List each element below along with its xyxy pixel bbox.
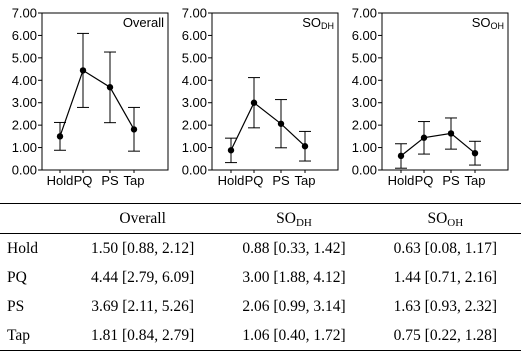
chart-panel: 0.00 1.00 2.00 3.00 4.00 5.00 6.00 7.00 Hold PQ PS… xyxy=(182,6,339,188)
header-subscript: OH xyxy=(447,216,464,229)
panel-title-main: SO xyxy=(472,15,491,30)
x-tick-label: Hold xyxy=(218,173,245,188)
y-tick-label: 4.00 xyxy=(12,73,37,88)
series-line xyxy=(400,132,476,157)
data-point xyxy=(130,126,138,133)
table-header-so-oh: SOOH xyxy=(370,204,521,234)
table-corner-cell xyxy=(0,204,67,234)
table-cell: 3.00 [1.88, 4.12] xyxy=(242,268,346,286)
data-point xyxy=(106,84,114,91)
table-cell: 0.63 [0.08, 1.17] xyxy=(393,239,497,257)
table-row: PS 3.69 [2.11, 5.26] 2.06 [0.99, 3.14] 1… xyxy=(0,292,521,321)
header-main: SO xyxy=(427,209,448,227)
results-table: Overall SODH SOOH Hold 1.50 [0.88, 2.12]… xyxy=(0,203,521,351)
table-header-overall: Overall xyxy=(67,204,218,234)
table-header-so-dh: SODH xyxy=(218,204,369,234)
table-cell: 1.06 [0.40, 1.72] xyxy=(242,326,346,344)
data-point xyxy=(250,99,258,106)
table-cell: 1.44 [0.71, 2.16] xyxy=(393,268,497,286)
panel-title: Overall xyxy=(123,15,164,30)
y-tick-label: 1.00 xyxy=(352,140,377,155)
data-point xyxy=(471,149,479,157)
table-cell: 1.81 [0.84, 2.79] xyxy=(91,326,195,344)
y-tick-label: 7.00 xyxy=(352,6,377,21)
panel-title: SOOH xyxy=(472,15,504,31)
plot-frame xyxy=(381,12,509,171)
y-tick-label: 1.00 xyxy=(182,140,207,155)
panel-title-main: Overall xyxy=(123,15,164,30)
x-tick-label: Hold xyxy=(47,173,74,188)
y-tick-label: 7.00 xyxy=(12,6,37,21)
x-tick-label: Tap xyxy=(124,173,145,188)
y-tick-label: 7.00 xyxy=(182,6,207,21)
table-cell: 3.69 [2.11, 5.26] xyxy=(91,297,195,315)
panel-title: SODH xyxy=(302,15,334,31)
series-line xyxy=(59,69,135,137)
table-cell: 4.44 [2.79, 6.09] xyxy=(91,268,195,286)
y-tick-label: 3.00 xyxy=(182,95,207,110)
header-subscript: DH xyxy=(295,216,312,229)
table-cell: 0.88 [0.33, 1.42] xyxy=(242,239,346,257)
y-tick-label: 6.00 xyxy=(182,28,207,43)
x-tick-label: PS xyxy=(101,173,119,188)
x-tick-label: PQ xyxy=(74,173,93,188)
table-cell: 2.06 [0.99, 3.14] xyxy=(242,297,346,315)
table-cell: 1.63 [0.93, 2.32] xyxy=(393,297,497,315)
y-tick-label: 2.00 xyxy=(12,118,37,133)
y-tick-label: 4.00 xyxy=(182,73,207,88)
y-tick-label: 3.00 xyxy=(12,95,37,110)
y-tick-label: 0.00 xyxy=(12,163,37,178)
table-cell: 0.75 [0.22, 1.28] xyxy=(393,326,497,344)
y-tick-label: 1.00 xyxy=(12,140,37,155)
panel-title-subscript: OH xyxy=(491,21,505,31)
y-tick-label: 2.00 xyxy=(352,118,377,133)
table-header-row: Overall SODH SOOH xyxy=(0,203,521,234)
plot-frame xyxy=(211,12,339,171)
x-tick-label: PS xyxy=(272,173,290,188)
y-tick-label: 5.00 xyxy=(12,50,37,65)
y-tick-label: 5.00 xyxy=(352,50,377,65)
y-tick-label: 4.00 xyxy=(352,73,377,88)
row-label: PS xyxy=(7,297,25,315)
row-label: PQ xyxy=(7,268,27,286)
y-tick-label: 6.00 xyxy=(12,28,37,43)
panel-title-main: SO xyxy=(302,15,321,30)
header-main: Overall xyxy=(119,209,166,227)
data-point xyxy=(277,120,285,127)
table-row: PQ 4.44 [2.79, 6.09] 3.00 [1.88, 4.12] 1… xyxy=(0,263,521,292)
y-tick-label: 3.00 xyxy=(352,95,377,110)
table-row: Hold 1.50 [0.88, 2.12] 0.88 [0.33, 1.42]… xyxy=(0,234,521,264)
data-point xyxy=(420,134,428,141)
panel-title-subscript: DH xyxy=(321,21,334,31)
y-tick-label: 0.00 xyxy=(182,163,207,178)
data-point xyxy=(79,67,87,74)
data-point xyxy=(56,133,64,140)
x-tick-label: PQ xyxy=(245,173,264,188)
data-point xyxy=(447,130,455,137)
plot-frame xyxy=(41,12,169,171)
data-point xyxy=(227,147,235,154)
x-tick-label: PS xyxy=(442,173,460,188)
data-point xyxy=(301,143,309,150)
header-main: SO xyxy=(276,209,296,227)
y-tick-label: 5.00 xyxy=(182,50,207,65)
series-line xyxy=(230,101,306,151)
chart-panel: 0.00 1.00 2.00 3.00 4.00 5.00 6.00 7.00 Hold PQ PS… xyxy=(12,6,169,188)
table-cell: 1.50 [0.88, 2.12] xyxy=(91,239,195,257)
x-tick-label: Hold xyxy=(388,173,415,188)
row-label: Tap xyxy=(7,326,31,344)
data-point xyxy=(397,152,405,160)
y-tick-label: 6.00 xyxy=(352,28,377,43)
x-tick-label: Tap xyxy=(295,173,316,188)
y-tick-label: 0.00 xyxy=(352,163,377,178)
table-row: Tap 1.81 [0.84, 2.79] 1.06 [0.40, 1.72] … xyxy=(0,321,521,351)
x-tick-label: Tap xyxy=(465,173,486,188)
y-tick-label: 2.00 xyxy=(182,118,207,133)
chart-panel: 0.00 1.00 2.00 3.00 4.00 5.00 6.00 7.00 Hold PQ PS… xyxy=(352,6,509,188)
row-label: Hold xyxy=(7,239,38,257)
x-tick-label: PQ xyxy=(415,173,434,188)
